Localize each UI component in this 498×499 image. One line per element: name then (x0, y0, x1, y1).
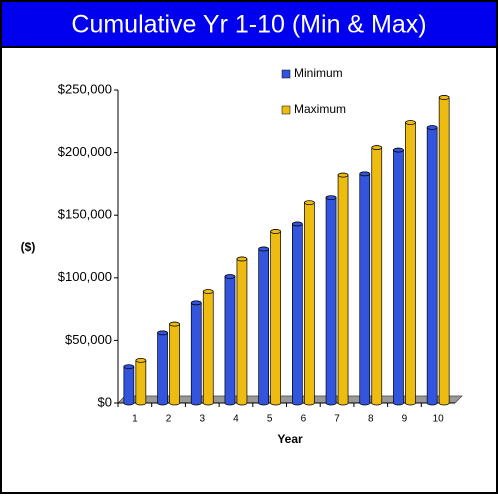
bar-top (224, 274, 236, 279)
y-tick-label: $200,000 (58, 144, 112, 159)
bar-top (325, 195, 337, 201)
bar (258, 246, 269, 406)
bar-top (426, 125, 438, 130)
bar (236, 256, 248, 406)
x-tick-label: 5 (267, 414, 273, 425)
bar-top (190, 300, 202, 306)
x-tick-label: 2 (166, 414, 172, 425)
y-axis-label: ($) (21, 240, 36, 254)
x-tick-label: 1 (132, 414, 138, 425)
bar-top (258, 246, 269, 252)
legend-swatch (281, 69, 291, 79)
x-tick-label: 8 (368, 414, 374, 425)
bar (405, 120, 416, 406)
bar (438, 95, 450, 406)
legend-label: Minimum (294, 66, 343, 80)
bar (393, 147, 404, 406)
bar (169, 321, 180, 406)
bar-top (157, 330, 168, 336)
legend-swatch (281, 105, 291, 115)
bar-top (405, 120, 416, 125)
y-tick-label: $150,000 (58, 207, 112, 222)
bar (270, 229, 281, 406)
bar-top (337, 172, 349, 178)
y-tick-label: $0 (98, 394, 112, 409)
bar-top (236, 256, 248, 262)
x-tick-label: 4 (233, 414, 239, 425)
chart-title: Cumulative Yr 1-10 (Min & Max) (71, 11, 426, 39)
bar (202, 289, 214, 406)
bar-top (304, 200, 315, 206)
y-tick-label: $250,000 (58, 81, 112, 96)
bar (157, 330, 168, 406)
bar-top (202, 289, 214, 294)
bar (337, 172, 349, 406)
bar (304, 200, 315, 406)
x-tick-label: 10 (433, 414, 445, 425)
bar (371, 145, 383, 406)
y-tick-label: $100,000 (58, 269, 112, 284)
bar (224, 274, 236, 406)
bar-top (359, 171, 371, 177)
bar (135, 358, 147, 406)
bar-top (270, 229, 281, 234)
bar (190, 300, 202, 406)
bar-top (292, 221, 303, 227)
legend-label: Maximum (294, 102, 346, 116)
y-tick-label: $50,000 (65, 332, 112, 347)
bar-top (371, 145, 383, 150)
bar-top (123, 364, 135, 370)
bar (292, 221, 303, 406)
bar (359, 171, 371, 406)
bar-top (135, 358, 147, 363)
x-tick-label: 7 (334, 414, 340, 425)
bar-top (169, 321, 180, 327)
x-tick-label: 9 (402, 414, 408, 425)
bar-top (438, 95, 450, 100)
bar (123, 364, 135, 406)
x-axis-label: Year (277, 432, 303, 446)
bar (426, 125, 438, 406)
x-tick-label: 6 (301, 414, 307, 425)
x-tick-label: 3 (199, 414, 205, 425)
bar (325, 195, 337, 406)
bar-top (393, 147, 404, 153)
title-bar (2, 2, 496, 46)
